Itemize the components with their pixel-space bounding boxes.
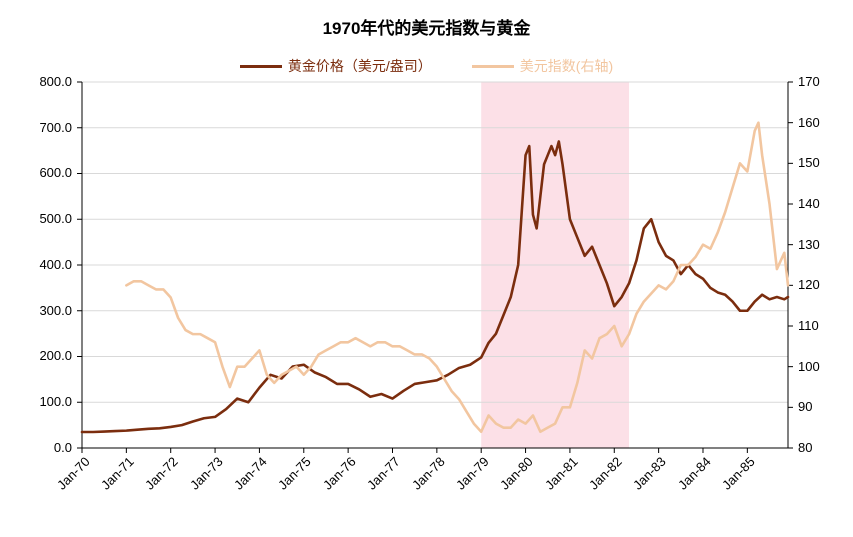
legend-swatch-gold — [240, 65, 282, 68]
y-right-label: 130 — [798, 237, 820, 252]
x-label: Jan-80 — [497, 454, 536, 493]
y-left-label: 200.0 — [39, 348, 72, 363]
legend-label-dxy: 美元指数(右轴) — [520, 56, 613, 76]
y-right-label: 170 — [798, 74, 820, 89]
x-label: Jan-84 — [675, 454, 714, 493]
y-right-label: 110 — [798, 318, 819, 333]
y-right-label: 120 — [798, 277, 820, 292]
y-left-label: 500.0 — [39, 211, 72, 226]
x-label: Jan-77 — [364, 454, 403, 493]
legend-item-gold: 黄金价格（美元/盎司） — [240, 56, 432, 76]
x-label: Jan-79 — [453, 454, 492, 493]
x-label: Jan-70 — [54, 454, 93, 493]
y-left-label: 0.0 — [54, 440, 72, 455]
y-right-label: 150 — [798, 155, 820, 170]
y-right-label: 80 — [798, 440, 812, 455]
x-label: Jan-74 — [231, 454, 270, 493]
y-left-label: 300.0 — [39, 303, 72, 318]
legend: 黄金价格（美元/盎司） 美元指数(右轴) — [0, 56, 853, 76]
x-label: Jan-75 — [275, 454, 314, 493]
legend-item-dxy: 美元指数(右轴) — [472, 56, 613, 76]
legend-label-gold: 黄金价格（美元/盎司） — [288, 56, 432, 76]
legend-swatch-dxy — [472, 65, 514, 68]
x-label: Jan-83 — [630, 454, 669, 493]
chart-container: 1970年代的美元指数与黄金 黄金价格（美元/盎司） 美元指数(右轴) 0.0 1… — [0, 0, 853, 537]
y-left-label: 800.0 — [39, 74, 72, 89]
x-label: Jan-71 — [98, 454, 137, 493]
x-label: Jan-72 — [142, 454, 181, 493]
y-left-label: 700.0 — [39, 120, 72, 135]
y-right-label: 90 — [798, 399, 812, 414]
x-label: Jan-78 — [409, 454, 448, 493]
y-right-label: 160 — [798, 115, 820, 130]
y-left-label: 600.0 — [39, 165, 72, 180]
y-left-label: 400.0 — [39, 257, 72, 272]
y-right-label: 100 — [798, 359, 820, 374]
plot-area — [82, 82, 788, 448]
y-right-label: 140 — [798, 196, 820, 211]
x-label: Jan-76 — [320, 454, 359, 493]
chart-title: 1970年代的美元指数与黄金 — [0, 14, 853, 39]
x-label: Jan-73 — [187, 454, 226, 493]
x-label: Jan-81 — [542, 454, 581, 493]
x-label: Jan-82 — [586, 454, 625, 493]
y-left-label: 100.0 — [39, 394, 72, 409]
chart-svg — [82, 82, 788, 448]
x-label: Jan-85 — [719, 454, 758, 493]
